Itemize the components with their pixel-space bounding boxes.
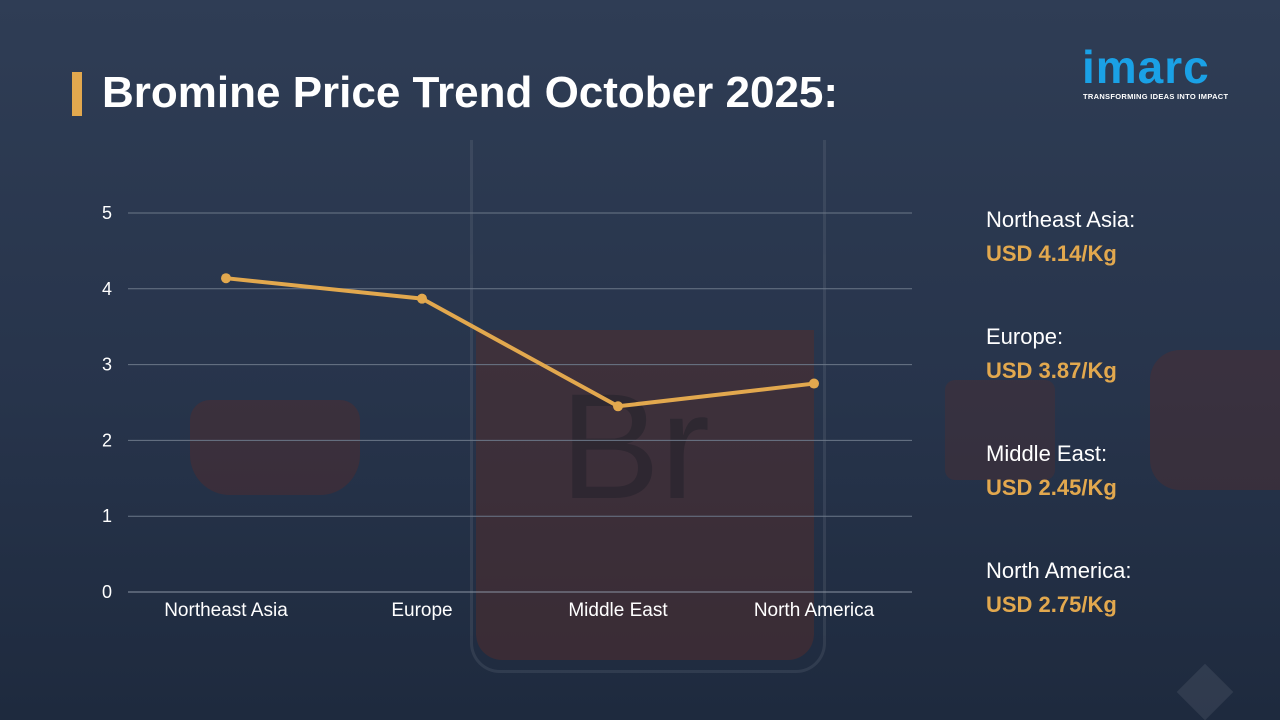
x-tick-label: Europe [391,600,452,621]
cup-image [945,380,1055,480]
price-region-label: Northeast Asia: [986,207,1136,232]
data-point [221,273,231,284]
price-value: USD 4.14/Kg [986,241,1117,266]
price-region-label: Middle East: [986,441,1108,466]
flask-image [190,400,360,495]
beaker-image [470,140,826,673]
price-region-label: North America: [986,558,1132,583]
beaker-liquid [476,330,814,660]
logo-tagline: TRANSFORMING IDEAS INTO IMPACT [1083,92,1229,101]
y-tick-label: 4 [102,279,112,299]
series-line [225,276,815,409]
data-point [613,401,623,412]
y-tick-label: 0 [102,582,112,602]
chart-series [221,273,819,412]
y-tick-label: 2 [102,430,112,450]
price-region-label: Europe: [986,324,1064,349]
y-tick-label: 3 [102,355,112,375]
chart-x-ticks: Northeast Asia Europe Middle East North Ame… [164,600,874,621]
price-value: USD 2.45/Kg [986,475,1117,500]
page-title: Bromine Price Trend October 2025: [102,68,839,117]
y-tick-label: 1 [102,506,112,526]
chart-y-ticks: 0 1 2 3 4 5 [102,203,112,602]
price-entry: North America: USD 2.75/Kg [986,558,1132,618]
price-value: USD 2.75/Kg [986,592,1117,617]
price-entry: Europe: USD 3.87/Kg [986,324,1117,384]
title-accent-bar [72,72,82,116]
data-point [809,378,819,389]
chart-gridlines [128,212,912,593]
x-tick-label: Northeast Asia [164,600,288,621]
x-tick-label: Middle East [568,600,668,621]
price-entry: Northeast Asia: USD 4.14/Kg [986,207,1135,267]
y-tick-label: 5 [102,203,112,223]
data-point [417,293,427,304]
x-tick-label: North America [754,600,875,621]
imarc-logo: imarc TRANSFORMING IDEAS INTO IMPACT [1082,34,1252,104]
logo-wordmark: imarc [1082,41,1210,93]
price-value: USD 3.87/Kg [986,358,1117,383]
flask-image-right [1150,350,1280,490]
price-entry: Middle East: USD 2.45/Kg [986,441,1117,501]
